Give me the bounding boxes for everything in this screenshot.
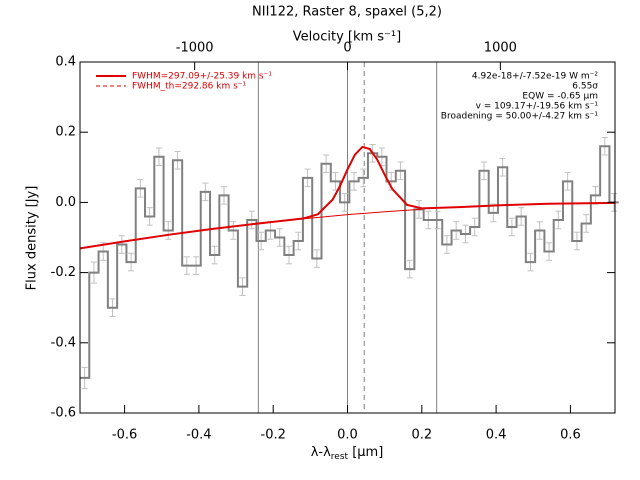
y-tick-label: 0.0 bbox=[55, 195, 76, 210]
y-tick-label: -0.2 bbox=[51, 265, 76, 280]
x-tick-label: -0.4 bbox=[186, 428, 211, 443]
x-tick-label: 0.6 bbox=[560, 428, 581, 443]
chart-title: NII122, Raster 8, spaxel (5,2) bbox=[252, 5, 442, 20]
x-tick-label: 0.2 bbox=[411, 428, 432, 443]
y-axis-label: Flux density [Jy] bbox=[25, 186, 40, 291]
y-tick-label: -0.6 bbox=[51, 406, 76, 421]
x-axis-label: λ-λrest [μm] bbox=[311, 445, 384, 462]
legend-label: FWHM_th=292.86 km s⁻¹ bbox=[132, 82, 247, 92]
annotation: 4.92e-18+/-7.52e-19 W m⁻² bbox=[472, 72, 599, 82]
annotation: v = 109.17+/-19.56 km s⁻¹ bbox=[476, 102, 599, 112]
y-tick-label: 0.4 bbox=[55, 55, 76, 70]
x2-tick-label: -1000 bbox=[176, 41, 214, 56]
spectrum-step bbox=[80, 145, 619, 379]
y-tick-label: -0.4 bbox=[51, 335, 76, 350]
fit-line bbox=[79, 145, 616, 250]
annotation: EQW = -0.65 μm bbox=[522, 92, 598, 102]
fit-line bbox=[302, 208, 422, 220]
annotation: 6.55σ bbox=[572, 82, 598, 92]
x2-tick-label: 1000 bbox=[484, 41, 517, 56]
y-tick-label: 0.2 bbox=[55, 125, 76, 140]
x2-axis-label: Velocity [km s⁻¹] bbox=[293, 30, 401, 45]
x-tick-label: 0.0 bbox=[337, 428, 358, 443]
x-tick-label: -0.2 bbox=[261, 428, 286, 443]
x-tick-label: 0.4 bbox=[486, 428, 507, 443]
x2-tick-label: 0 bbox=[343, 41, 351, 56]
legend-label: FWHM=297.09+/-25.39 km s⁻¹ bbox=[132, 72, 272, 82]
annotation: Broadening = 50.00+/-4.27 km s⁻¹ bbox=[441, 112, 599, 122]
x-tick-label: -0.6 bbox=[112, 428, 137, 443]
